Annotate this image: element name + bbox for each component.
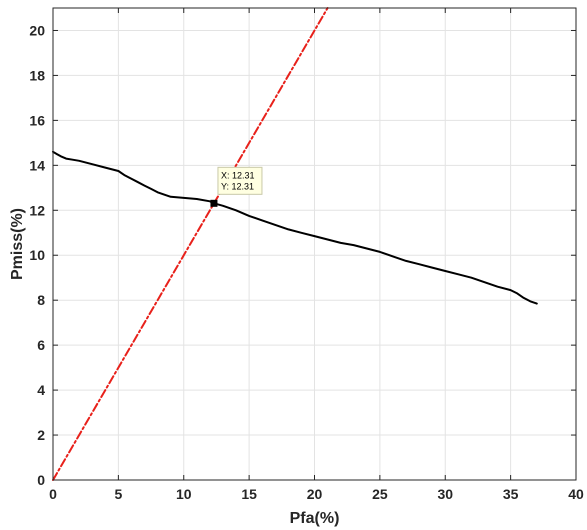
equal-error-line xyxy=(52,7,329,481)
data-tip-x: X: 12.31 xyxy=(221,170,255,180)
y-tick-label: 16 xyxy=(29,112,45,128)
x-tick-label: 30 xyxy=(437,486,453,502)
x-axis-title: Pfa(%) xyxy=(290,510,340,527)
y-tick-label: 6 xyxy=(37,337,45,353)
grid xyxy=(52,8,577,481)
y-tick-label: 2 xyxy=(37,427,45,443)
x-tick-label: 35 xyxy=(503,486,519,502)
pmiss-curve xyxy=(52,150,538,305)
y-tick-label: 0 xyxy=(37,472,45,488)
x-tick-label: 10 xyxy=(176,486,192,502)
y-tick-label: 8 xyxy=(37,292,45,308)
x-tick-label: 15 xyxy=(241,486,257,502)
x-tick-label: 5 xyxy=(114,486,122,502)
y-tick-label: 4 xyxy=(37,382,45,398)
x-tick-label: 40 xyxy=(568,486,584,502)
data-tip-marker[interactable] xyxy=(210,199,218,207)
data-tip-y: Y: 12.31 xyxy=(221,181,254,191)
y-tick-label: 14 xyxy=(29,157,45,173)
x-tick-label: 0 xyxy=(49,486,57,502)
y-tick-label: 18 xyxy=(29,67,45,83)
ticks xyxy=(52,8,577,481)
y-tick-label: 12 xyxy=(29,202,45,218)
y-tick-label: 20 xyxy=(29,22,45,38)
tick-labels: 0 5 10 15 20 25 30 35 40 0 2 4 6 8 10 12 14 16 18 20 xyxy=(29,22,584,502)
data-tip[interactable]: X: 12.31Y: 12.31 xyxy=(210,166,263,207)
y-tick-label: 10 xyxy=(29,247,45,263)
series-layer xyxy=(52,7,538,481)
x-tick-label: 25 xyxy=(372,486,388,502)
y-axis-title: Pmiss(%) xyxy=(9,208,26,280)
data-tip-box xyxy=(217,166,263,195)
x-tick-label: 20 xyxy=(307,486,323,502)
